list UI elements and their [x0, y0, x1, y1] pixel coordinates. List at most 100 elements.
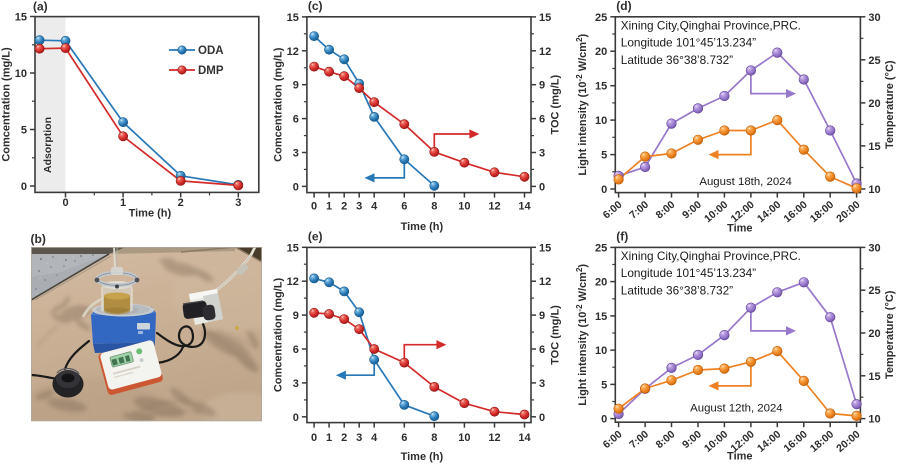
svg-text:2: 2 [178, 197, 184, 209]
svg-text:1: 1 [120, 197, 126, 209]
svg-text:6: 6 [401, 432, 407, 444]
svg-text:1: 1 [326, 432, 332, 444]
svg-text:6: 6 [539, 344, 545, 356]
svg-text:2: 2 [341, 432, 347, 444]
svg-text:Longitude 101°45’13.234”: Longitude 101°45’13.234” [621, 266, 756, 280]
svg-text:3: 3 [356, 432, 362, 444]
svg-text:25: 25 [868, 55, 880, 67]
svg-text:0: 0 [311, 432, 317, 444]
svg-text:3: 3 [293, 148, 299, 160]
svg-text:8: 8 [431, 432, 437, 444]
svg-text:2: 2 [341, 201, 347, 213]
svg-text:15: 15 [868, 371, 880, 383]
svg-text:0: 0 [293, 181, 299, 193]
svg-text:August 18th, 2024: August 18th, 2024 [699, 176, 791, 188]
svg-text:15: 15 [15, 12, 27, 24]
svg-text:15: 15 [539, 242, 551, 254]
svg-text:Xining City,Qinghai Province,P: Xining City,Qinghai Province,PRC. [621, 249, 801, 263]
svg-text:10: 10 [458, 432, 470, 444]
svg-text:9: 9 [293, 80, 299, 92]
svg-text:0: 0 [62, 197, 68, 209]
svg-text:Latitude 36°38’8.732”: Latitude 36°38’8.732” [621, 53, 733, 67]
svg-text:20: 20 [868, 98, 880, 110]
svg-text:3: 3 [356, 201, 362, 213]
svg-text:(f): (f) [616, 229, 628, 243]
svg-text:12: 12 [539, 276, 551, 288]
svg-text:15: 15 [595, 81, 607, 93]
svg-text:10: 10 [458, 201, 470, 213]
svg-text:5: 5 [601, 150, 607, 162]
svg-text:(c): (c) [308, 0, 323, 13]
svg-text:Time: Time [727, 451, 752, 463]
svg-text:15: 15 [595, 311, 607, 323]
svg-text:6: 6 [293, 114, 299, 126]
svg-text:(e): (e) [308, 229, 323, 243]
svg-text:12: 12 [488, 432, 500, 444]
svg-text:TOC (mg/L): TOC (mg/L) [550, 75, 562, 135]
svg-text:0: 0 [601, 414, 607, 426]
svg-text:9: 9 [539, 310, 545, 322]
svg-text:25: 25 [868, 285, 880, 297]
svg-text:Comcentration (mg/L): Comcentration (mg/L) [273, 278, 285, 393]
svg-text:Latitude 36°38’8.732”: Latitude 36°38’8.732” [621, 284, 733, 298]
svg-text:DMP: DMP [198, 65, 224, 77]
svg-text:14: 14 [518, 432, 531, 444]
svg-text:6: 6 [539, 114, 545, 126]
svg-text:10: 10 [595, 345, 607, 357]
svg-text:5: 5 [21, 125, 27, 137]
svg-text:0: 0 [293, 412, 299, 424]
svg-text:0: 0 [539, 412, 545, 424]
svg-text:15: 15 [287, 242, 299, 254]
svg-text:0: 0 [539, 181, 545, 193]
svg-text:25: 25 [595, 242, 607, 254]
svg-text:30: 30 [868, 242, 880, 254]
svg-text:Longitude 101°45’13.234”: Longitude 101°45’13.234” [621, 36, 756, 50]
svg-text:12: 12 [539, 46, 551, 58]
svg-text:8: 8 [431, 201, 437, 213]
svg-text:20: 20 [868, 328, 880, 340]
svg-text:6: 6 [401, 201, 407, 213]
svg-text:Time (h): Time (h) [401, 221, 444, 233]
svg-text:Temperature (°C): Temperature (°C) [884, 60, 896, 149]
svg-text:4: 4 [371, 432, 378, 444]
svg-text:20: 20 [595, 46, 607, 58]
svg-text:25: 25 [595, 12, 607, 24]
svg-text:12: 12 [287, 46, 299, 58]
svg-text:TOC (mg/L): TOC (mg/L) [550, 305, 562, 365]
svg-text:Xining City,Qinghai Province,P: Xining City,Qinghai Province,PRC. [621, 18, 801, 32]
svg-text:10: 10 [595, 115, 607, 127]
svg-text:0: 0 [601, 184, 607, 196]
svg-text:9: 9 [539, 80, 545, 92]
svg-text:30: 30 [868, 12, 880, 24]
svg-text:Comcentration (mg/L): Comcentration (mg/L) [1, 47, 13, 162]
svg-text:10: 10 [868, 414, 880, 426]
svg-text:20: 20 [595, 277, 607, 289]
svg-text:Light intensity (10-2 W/cm2): Light intensity (10-2 W/cm2) [575, 264, 589, 406]
svg-text:5: 5 [601, 379, 607, 391]
svg-text:3: 3 [539, 148, 545, 160]
svg-text:(b): (b) [31, 232, 46, 246]
svg-text:Comcentration (mg/L): Comcentration (mg/L) [273, 47, 285, 162]
svg-text:ODA: ODA [198, 45, 224, 57]
svg-text:9: 9 [293, 310, 299, 322]
svg-text:10: 10 [15, 68, 27, 80]
svg-text:14: 14 [518, 201, 531, 213]
svg-text:3: 3 [539, 378, 545, 390]
svg-text:12: 12 [287, 276, 299, 288]
svg-text:Time (h): Time (h) [401, 451, 444, 463]
svg-text:Adsorption: Adsorption [42, 117, 54, 173]
svg-text:15: 15 [868, 141, 880, 153]
svg-text:Time (h): Time (h) [129, 208, 172, 220]
svg-text:0: 0 [311, 201, 317, 213]
svg-text:(d): (d) [616, 0, 631, 13]
svg-text:10: 10 [868, 184, 880, 196]
svg-text:Temperature (°C): Temperature (°C) [884, 290, 896, 379]
svg-text:6: 6 [293, 344, 299, 356]
svg-text:12: 12 [488, 201, 500, 213]
svg-text:Light intensity (10-2 W/cm2): Light intensity (10-2 W/cm2) [575, 33, 589, 175]
svg-text:Time: Time [727, 222, 752, 234]
svg-text:15: 15 [287, 12, 299, 24]
svg-text:(a): (a) [33, 0, 48, 14]
svg-text:3: 3 [235, 197, 241, 209]
svg-text:1: 1 [326, 201, 332, 213]
